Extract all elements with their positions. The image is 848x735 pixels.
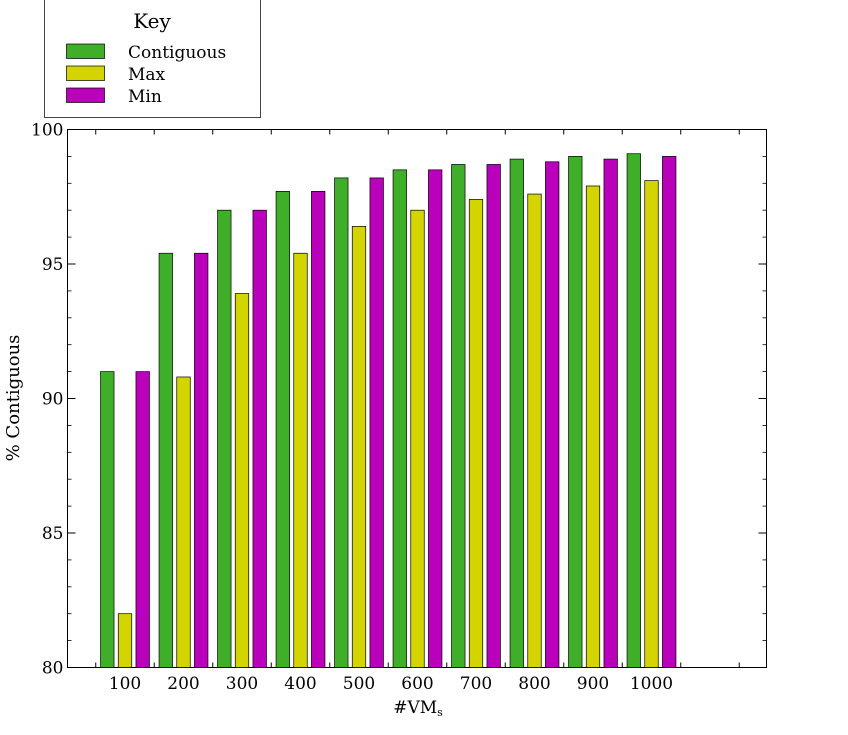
- bar-min-700: [486, 164, 501, 668]
- bar-min-900: [603, 158, 618, 668]
- bar-contiguous-300: [217, 209, 232, 668]
- bar-max-300: [234, 293, 250, 668]
- bar-max-900: [585, 185, 601, 668]
- bar-contiguous-800: [509, 158, 524, 668]
- bar-min-500: [369, 177, 384, 668]
- bar-min-200: [194, 252, 209, 668]
- bar-min-1000: [662, 156, 677, 668]
- legend-label-contiguous: Contiguous: [128, 43, 226, 63]
- bar-min-300: [252, 209, 267, 668]
- y-tick-label-85: 85: [42, 524, 64, 544]
- x-tick-label-300: 300: [226, 674, 258, 694]
- ticks-group: 80 85 90 95 100 100 200 300 400 500 600 700 800 900 10…: [31, 121, 767, 694]
- bar-contiguous-100: [100, 371, 115, 668]
- x-tick-label-800: 800: [518, 674, 550, 694]
- bar-max-400: [293, 252, 308, 668]
- x-tick-label-200: 200: [167, 674, 199, 694]
- bar-contiguous-700: [451, 164, 466, 668]
- y-tick-label-90: 90: [42, 390, 64, 410]
- bar-min-400: [311, 191, 326, 668]
- bar-contiguous-900: [568, 156, 583, 668]
- bar-contiguous-1000: [626, 153, 641, 668]
- legend-swatch-max: [66, 65, 105, 81]
- x-tick-label-1000: 1000: [630, 674, 673, 694]
- x-tick-label-600: 600: [401, 674, 433, 694]
- bars-group: [100, 153, 677, 668]
- x-axis-label-sub: s: [437, 706, 443, 719]
- x-tick-label-400: 400: [284, 674, 316, 694]
- x-axis-label: #VMs: [393, 698, 443, 719]
- bar-contiguous-200: [158, 252, 173, 668]
- bar-max-500: [351, 225, 367, 668]
- legend-swatch-contiguous: [66, 43, 105, 59]
- bar-min-100: [135, 371, 150, 668]
- bar-max-1000: [644, 180, 659, 668]
- bar-contiguous-400: [275, 191, 290, 668]
- bar-max-200: [176, 376, 191, 668]
- x-tick-label-100: 100: [109, 674, 141, 694]
- x-tick-label-900: 900: [577, 674, 609, 694]
- legend-title: Key: [133, 9, 171, 33]
- x-axis-label-main: #VM: [393, 698, 437, 718]
- bar-min-600: [428, 169, 443, 668]
- legend-label-min: Min: [128, 87, 162, 107]
- bar-max-100: [117, 613, 133, 668]
- bar-max-600: [410, 209, 425, 668]
- bar-contiguous-600: [392, 169, 407, 668]
- y-tick-label-95: 95: [42, 255, 64, 275]
- bar-min-800: [545, 161, 560, 668]
- legend-label-max: Max: [128, 65, 166, 85]
- y-tick-label-80: 80: [42, 659, 64, 679]
- bar-max-700: [468, 199, 484, 668]
- legend-swatch-min: [66, 87, 105, 103]
- y-axis-label: % Contiguous: [3, 335, 24, 462]
- x-tick-label-500: 500: [343, 674, 375, 694]
- bar-max-800: [527, 193, 542, 668]
- bar-contiguous-500: [334, 177, 349, 668]
- y-tick-label-100: 100: [31, 121, 63, 141]
- x-tick-label-700: 700: [460, 674, 492, 694]
